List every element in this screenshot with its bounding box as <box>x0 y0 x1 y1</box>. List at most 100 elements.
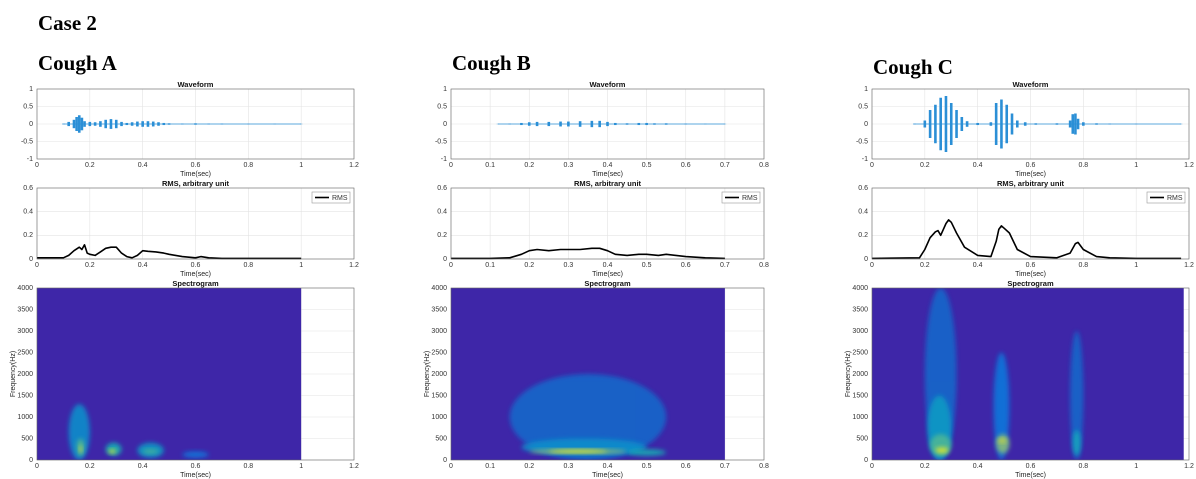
y-tick-label: 0.5 <box>858 103 868 110</box>
y-tick-label: 0.6 <box>23 185 33 192</box>
y-tick-label: 0.2 <box>437 232 447 239</box>
legend-label: RMS <box>742 195 758 202</box>
y-tick-label: 3500 <box>852 306 868 313</box>
x-tick-label: 0.2 <box>85 463 95 470</box>
x-tick-label: 0.4 <box>603 262 613 269</box>
x-tick-label: 0.6 <box>1026 262 1036 269</box>
y-tick-label: 4000 <box>431 285 447 292</box>
x-tick-label: 0.6 <box>681 262 691 269</box>
y-tick-label: 3000 <box>431 328 447 335</box>
y-tick-label: -0.5 <box>856 138 868 145</box>
x-axis-label: Time(sec) <box>592 171 623 178</box>
column-heading: Cough C <box>873 55 953 79</box>
spectrogram-spots <box>924 288 1084 460</box>
axes-frame <box>450 187 765 260</box>
x-axis-label: Time(sec) <box>1015 271 1046 278</box>
y-tick-label: 0 <box>864 457 868 464</box>
axes-frame <box>871 88 1190 160</box>
legend-label: RMS <box>332 195 348 202</box>
panel: 0 0.2 0.4 0.6 0.8 1 1.2 0 500 1000 1500 2000 2500 300… <box>10 279 359 479</box>
x-axis-label: Time(sec) <box>592 472 623 479</box>
x-tick-label: 0.7 <box>720 262 730 269</box>
x-tick-label: 0.2 <box>920 162 930 169</box>
x-tick-label: 1.2 <box>349 262 359 269</box>
spectral-energy <box>1072 429 1081 456</box>
x-tick-label: 0.4 <box>138 162 148 169</box>
y-tick-label: 0.6 <box>858 185 868 192</box>
x-tick-label: 1 <box>299 262 303 269</box>
x-tick-label: 0.8 <box>759 463 769 470</box>
rms-line <box>37 244 302 260</box>
x-tick-label: 0.1 <box>485 463 495 470</box>
x-tick-label: 1 <box>1134 463 1138 470</box>
spectral-energy <box>79 444 83 454</box>
x-tick-label: 0.4 <box>973 162 983 169</box>
y-tick-label: 1500 <box>431 392 447 399</box>
y-tick-label: -0.5 <box>435 138 447 145</box>
x-tick-label: 0 <box>449 162 453 169</box>
y-tick-label: 0 <box>29 457 33 464</box>
y-tick-label: -1 <box>27 156 33 163</box>
y-tick-label: 0.4 <box>858 209 868 216</box>
spectral-energy <box>548 449 608 453</box>
x-axis-label: Time(sec) <box>1015 472 1046 479</box>
x-tick-label: 0.8 <box>243 262 253 269</box>
x-tick-label: 1 <box>299 463 303 470</box>
spectrogram-spots <box>509 374 667 460</box>
y-tick-label: 2000 <box>17 371 33 378</box>
panel: 0 0.1 0.2 0.3 0.4 0.5 0.6 0.7 0.8 0 0.2 0.4 0.6 RMS RM… <box>437 179 769 278</box>
x-tick-label: 0.2 <box>920 262 930 269</box>
x-tick-label: 0 <box>449 463 453 470</box>
y-tick-label: 1000 <box>852 414 868 421</box>
chart-title: Spectrogram <box>172 279 219 288</box>
chart-title: Spectrogram <box>1007 279 1054 288</box>
y-axis-label: Frequency(Hz) <box>845 351 852 397</box>
panel: 0 0.1 0.2 0.3 0.4 0.5 0.6 0.7 0.8 0 500 1000 1500 200… <box>424 279 769 479</box>
axes-frame <box>36 287 355 461</box>
x-tick-label: 0 <box>870 162 874 169</box>
panel: 0 0.1 0.2 0.3 0.4 0.5 0.6 0.7 0.8 -1 -0.5 0 0.5 1 Wave… <box>435 80 769 178</box>
legend-label: RMS <box>1167 195 1183 202</box>
x-tick-label: 0.4 <box>603 463 613 470</box>
x-axis-label: Time(sec) <box>180 171 211 178</box>
x-tick-label: 0.6 <box>1026 162 1036 169</box>
spectral-energy <box>142 449 159 454</box>
x-tick-label: 0.8 <box>759 162 769 169</box>
y-tick-label: 0 <box>443 121 447 128</box>
y-tick-label: 0 <box>29 121 33 128</box>
rms-line <box>871 219 1182 260</box>
y-tick-label: 0 <box>864 121 868 128</box>
x-tick-label: 0.6 <box>191 262 201 269</box>
chart-title: Waveform <box>1013 80 1049 89</box>
legend-box <box>311 191 351 204</box>
y-tick-label: 0 <box>864 256 868 263</box>
x-tick-label: 0.3 <box>564 162 574 169</box>
y-tick-label: 3500 <box>17 306 33 313</box>
chart-title: RMS, arbitrary unit <box>997 179 1065 188</box>
x-tick-label: 0 <box>35 162 39 169</box>
x-tick-label: 0 <box>870 463 874 470</box>
y-tick-label: 2500 <box>852 349 868 356</box>
panel: 0 0.2 0.4 0.6 0.8 1 1.2 0 0.2 0.4 0.6 RMS RMS, arbit… <box>858 179 1194 278</box>
column-heading: Cough B <box>452 51 531 75</box>
x-tick-label: 0.3 <box>564 463 574 470</box>
x-tick-label: 1 <box>1134 162 1138 169</box>
y-tick-label: 2500 <box>431 349 447 356</box>
axes-frame <box>450 287 765 461</box>
x-tick-label: 0.5 <box>642 262 652 269</box>
x-tick-label: 0.5 <box>642 162 652 169</box>
x-tick-label: 1.2 <box>1184 463 1194 470</box>
x-tick-label: 0.1 <box>485 262 495 269</box>
y-tick-label: 3000 <box>852 328 868 335</box>
x-tick-label: 0.2 <box>920 463 930 470</box>
y-tick-label: 3000 <box>17 328 33 335</box>
x-tick-label: 0.8 <box>243 463 253 470</box>
axes-frame <box>450 88 765 160</box>
y-tick-label: 0.4 <box>23 209 33 216</box>
x-tick-label: 0.2 <box>524 162 534 169</box>
x-tick-label: 0.7 <box>720 463 730 470</box>
x-tick-label: 0.6 <box>681 463 691 470</box>
x-tick-label: 0 <box>870 262 874 269</box>
y-tick-label: 1000 <box>431 414 447 421</box>
